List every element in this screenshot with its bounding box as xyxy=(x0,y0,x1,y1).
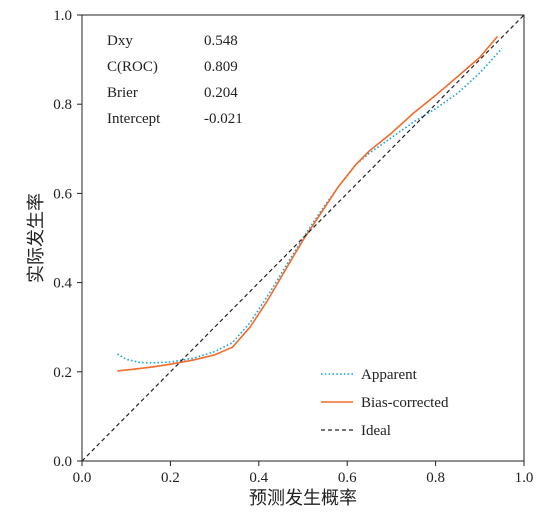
y-tick-label: 0.2 xyxy=(53,365,72,381)
plot-area xyxy=(81,14,525,462)
x-tick-label: 1.0 xyxy=(515,470,534,486)
legend: Apparent Bias-corrected Ideal xyxy=(321,367,449,439)
x-tick-label: 0.4 xyxy=(249,470,268,486)
y-tick-label: 0.6 xyxy=(53,186,72,202)
series-line-bias-corrected xyxy=(117,35,499,372)
stat-value: 0.548 xyxy=(204,33,238,49)
y-tick-label: 0.4 xyxy=(53,276,72,292)
plot-frame xyxy=(81,14,525,462)
stat-label: Intercept xyxy=(107,111,161,127)
x-tick-label: 0.8 xyxy=(426,470,445,486)
legend-label: Ideal xyxy=(361,423,391,439)
stat-label: Brier xyxy=(107,85,138,101)
y-tick-label: 0.8 xyxy=(53,97,72,113)
x-axis-title: 预测发生概率 xyxy=(249,488,357,508)
x-tick-label: 0.2 xyxy=(161,470,180,486)
legend-label: Bias-corrected xyxy=(361,395,449,411)
stat-label: Dxy xyxy=(107,33,133,49)
stats-box: Dxy 0.548 C(ROC) 0.809 Brier 0.204 Intercept -0… xyxy=(107,33,243,127)
y-tick-label: 0.0 xyxy=(53,454,72,470)
x-tick-label: 0.0 xyxy=(73,470,92,486)
stat-label: C(ROC) xyxy=(107,59,158,75)
stat-value: -0.021 xyxy=(204,111,243,127)
stat-value: 0.204 xyxy=(204,85,238,101)
y-tick-label: 1.0 xyxy=(53,8,72,24)
y-axis-title: 实际发生率 xyxy=(26,193,46,283)
axes: 0.0 0.2 0.4 0.6 0.8 1.0 0.0 0.2 0.4 0.6 0.8 1.0 xyxy=(53,8,533,486)
x-tick-label: 0.6 xyxy=(338,470,357,486)
stat-value: 0.809 xyxy=(204,59,238,75)
legend-label: Apparent xyxy=(361,367,418,383)
